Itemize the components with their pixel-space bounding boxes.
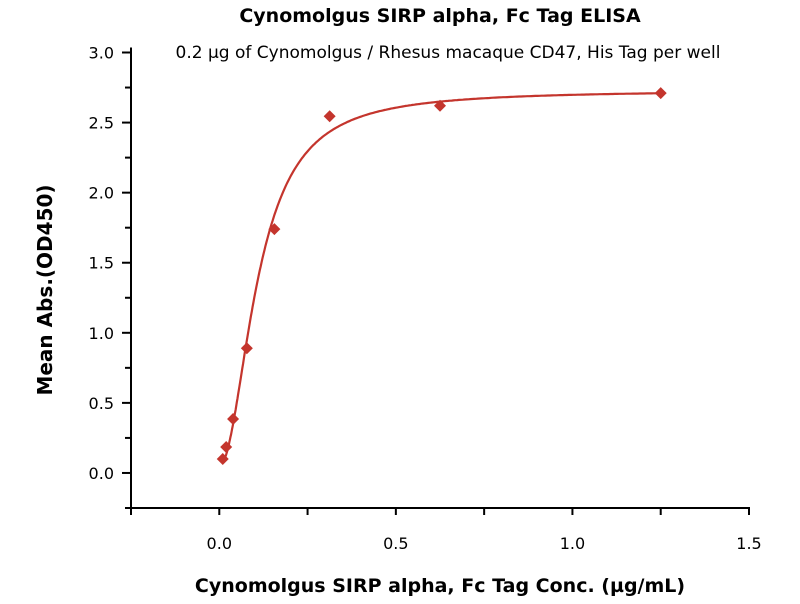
- x-tick-label: 0.0: [207, 534, 232, 553]
- data-point: [434, 99, 446, 112]
- y-tick-label: 1.5: [89, 254, 114, 273]
- y-tick-label: 2.0: [89, 184, 114, 203]
- x-axis-label: Cynomolgus SIRP alpha, Fc Tag Conc. (µg/…: [195, 575, 685, 597]
- data-marks: [216, 87, 667, 465]
- x-tick-label: 1.0: [560, 534, 585, 553]
- data-point: [216, 452, 229, 465]
- x-tick-label: 0.5: [383, 534, 408, 553]
- y-tick-label: 2.5: [89, 114, 114, 133]
- y-tick-label: 1.0: [89, 324, 114, 343]
- y-tick-label: 3.0: [89, 44, 114, 63]
- data-point: [220, 441, 233, 454]
- y-tick-label: 0.0: [89, 464, 114, 483]
- data-point: [654, 87, 667, 100]
- axes: 0.0 0.5 1.0 1.5 0.0 0.5 1.0 1.5 2.0 2.5 3.0: [89, 44, 762, 554]
- data-point: [323, 110, 336, 123]
- data-point: [268, 223, 281, 236]
- data-point: [227, 413, 240, 426]
- data-point: [240, 342, 253, 355]
- chart-title: Cynomolgus SIRP alpha, Fc Tag ELISA: [239, 5, 641, 27]
- fit-curve: [221, 92, 661, 464]
- x-tick-label: 1.5: [736, 534, 761, 553]
- y-axis-label: Mean Abs.(OD450): [33, 184, 57, 395]
- y-tick-label: 0.5: [89, 394, 114, 413]
- chart-subtitle: 0.2 µg of Cynomolgus / Rhesus macaque CD…: [176, 43, 721, 63]
